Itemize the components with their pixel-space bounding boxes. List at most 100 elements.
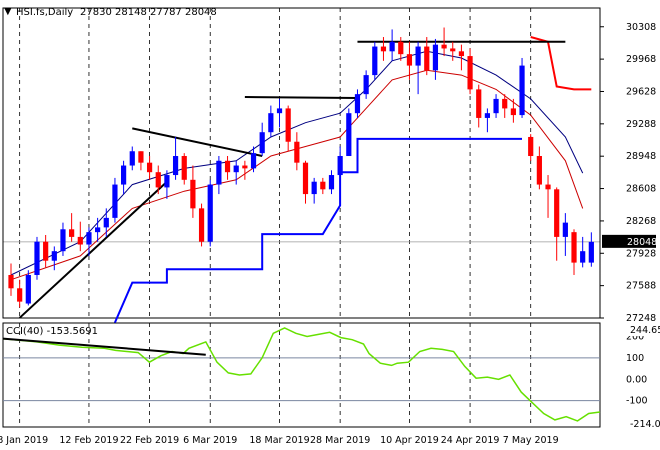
candle-body: [276, 108, 283, 114]
candle-body: [250, 153, 257, 169]
price-tick-label: 29968: [626, 54, 656, 65]
candle-body: [406, 54, 413, 66]
candle: [129, 146, 135, 171]
candle-body: [580, 251, 586, 263]
candle: [181, 153, 187, 185]
candle: [363, 70, 369, 99]
candle: [562, 213, 568, 256]
candle-body: [458, 51, 465, 57]
candle-body: [216, 160, 222, 185]
date-tick-label: 28 Jan 2019: [0, 435, 48, 446]
cci-tick-label: 0.00: [626, 374, 647, 385]
cci-tick-label: 100: [626, 353, 644, 364]
candle-body: [294, 141, 300, 163]
candle: [346, 108, 352, 157]
candle: [467, 48, 473, 95]
indicator-line: [113, 137, 522, 323]
candle: [155, 165, 161, 195]
candle: [510, 98, 516, 123]
candle-body: [398, 41, 404, 55]
trend-line: [244, 95, 358, 99]
candle: [328, 170, 335, 195]
candle: [493, 94, 499, 118]
cci-tick-label: 200: [626, 332, 644, 343]
candle: [398, 37, 404, 61]
date-tick-label: 10 Apr 2019: [380, 435, 439, 446]
candle-body: [320, 181, 326, 190]
price-axis: 30308 29968 29628 29288 28948 28608 28268 27928…: [600, 22, 657, 324]
candle: [77, 221, 83, 252]
candle-body: [510, 108, 516, 116]
candle-body: [372, 46, 378, 76]
date-tick-label: 6 Mar 2019: [183, 435, 237, 446]
candle: [285, 105, 291, 152]
candle: [276, 98, 283, 128]
candle-body: [476, 89, 482, 118]
candle-body: [302, 162, 309, 195]
header-dropdown-icon[interactable]: ▼: [4, 6, 12, 17]
current-price-label: 28048: [627, 237, 657, 248]
date-tick-label: 22 Feb 2019: [120, 435, 179, 446]
candle: [302, 160, 309, 204]
candle-body: [450, 48, 456, 52]
candle: [458, 44, 465, 71]
candle-body: [268, 113, 274, 133]
current-price-box: [602, 234, 656, 248]
candle-body: [121, 165, 127, 185]
candle: [389, 29, 395, 61]
candle: [216, 156, 222, 195]
candle-body: [484, 113, 490, 118]
candle: [372, 41, 378, 80]
candle-body: [389, 41, 395, 52]
candle: [441, 27, 447, 57]
candle-body: [346, 113, 352, 157]
candle: [571, 229, 577, 275]
candle: [432, 38, 439, 80]
candle: [337, 146, 343, 180]
candle: [476, 84, 482, 128]
candle-body: [103, 217, 109, 228]
candle: [8, 263, 14, 296]
trend-line: [18, 180, 168, 319]
candle: [198, 203, 205, 247]
candle-body: [493, 98, 499, 114]
candle-body: [77, 236, 83, 245]
candle-body: [224, 160, 231, 173]
candle: [233, 160, 239, 185]
candle: [112, 177, 118, 223]
candle: [69, 213, 75, 242]
candle: [164, 170, 170, 199]
price-tick-label: 29288: [626, 119, 656, 130]
candle-body: [545, 184, 551, 190]
candle-body: [155, 172, 161, 188]
candle-body: [242, 165, 248, 169]
trend-lines: [18, 40, 566, 319]
candle: [484, 108, 490, 133]
date-tick-label: 7 May 2019: [503, 435, 559, 446]
cci-max-box: [602, 324, 660, 336]
candle-body: [571, 232, 577, 263]
candle: [554, 187, 560, 261]
candle-body: [502, 98, 508, 109]
candle-body: [138, 151, 144, 163]
candle: [103, 208, 109, 237]
candle: [580, 236, 586, 268]
price-tick-label: 28268: [626, 216, 656, 227]
candle-body: [51, 251, 57, 261]
candle-body: [129, 151, 135, 166]
date-tick-label: 18 Mar 2019: [249, 435, 309, 446]
price-tick-label: 30308: [626, 22, 656, 33]
indicator-line: [530, 36, 592, 91]
candle-body: [172, 156, 179, 176]
candle: [588, 232, 594, 267]
candle-body: [311, 181, 317, 195]
candle-body: [164, 175, 170, 188]
candle: [242, 160, 248, 180]
candle-body: [34, 241, 40, 275]
candle-body: [380, 46, 387, 52]
candle-body: [415, 46, 421, 66]
price-tick-label: 27588: [626, 281, 656, 292]
date-tick-label: 12 Feb 2019: [59, 435, 118, 446]
